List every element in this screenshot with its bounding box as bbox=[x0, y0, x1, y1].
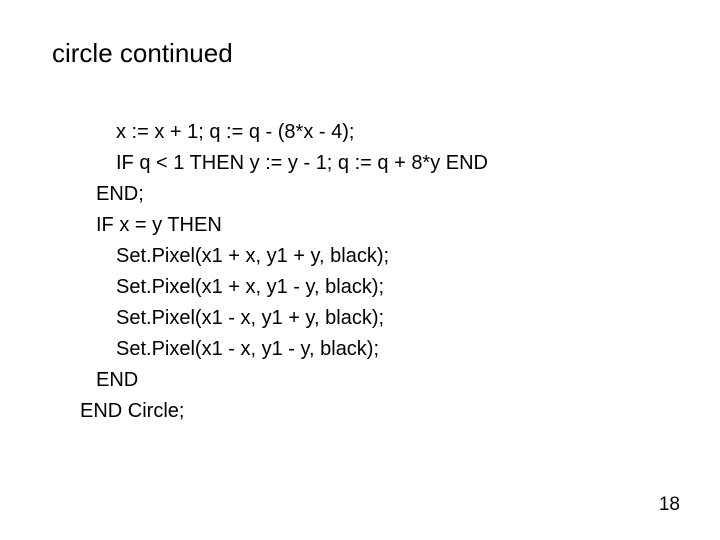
code-line: IF x = y THEN bbox=[80, 210, 670, 241]
code-block: x := x + 1; q := q - (8*x - 4); IF q < 1… bbox=[80, 117, 670, 427]
code-line: x := x + 1; q := q - (8*x - 4); bbox=[80, 117, 670, 148]
slide-title: circle continued bbox=[52, 38, 670, 69]
code-line: Set.Pixel(x1 - x, y1 + y, black); bbox=[80, 303, 670, 334]
code-line: IF q < 1 THEN y := y - 1; q := q + 8*y E… bbox=[80, 148, 670, 179]
code-line: Set.Pixel(x1 + x, y1 - y, black); bbox=[80, 272, 670, 303]
slide-container: circle continued x := x + 1; q := q - (8… bbox=[0, 0, 720, 540]
code-line: END bbox=[80, 365, 670, 396]
code-line: Set.Pixel(x1 - x, y1 - y, black); bbox=[80, 334, 670, 365]
page-number: 18 bbox=[659, 494, 680, 516]
code-line: Set.Pixel(x1 + x, y1 + y, black); bbox=[80, 241, 670, 272]
code-line: END; bbox=[80, 179, 670, 210]
code-line: END Circle; bbox=[80, 396, 670, 427]
